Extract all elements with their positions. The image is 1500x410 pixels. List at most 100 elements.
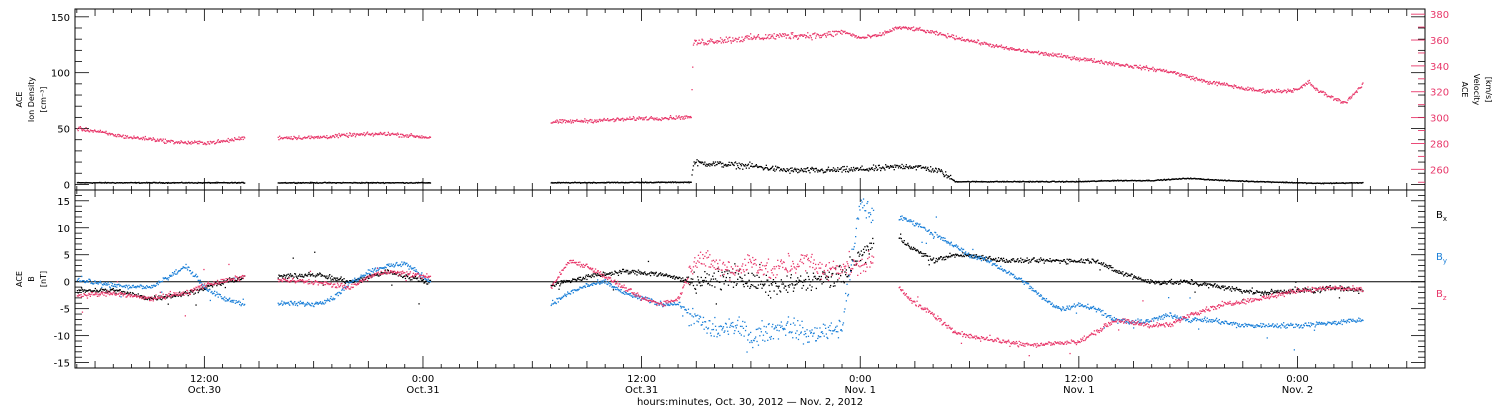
- data-point: [1276, 90, 1278, 92]
- data-point: [106, 182, 109, 184]
- data-point: [404, 135, 406, 137]
- data-point: [1218, 81, 1220, 83]
- data-point: [210, 182, 212, 184]
- data-point: [1168, 72, 1170, 74]
- data-point: [414, 277, 416, 279]
- data-point: [616, 272, 618, 274]
- data-point: [1172, 283, 1174, 285]
- data-point: [341, 279, 344, 281]
- data-point: [762, 283, 764, 285]
- data-point: [656, 117, 658, 119]
- data-point: [152, 137, 154, 139]
- data-point: [1300, 85, 1303, 87]
- data-point: [1173, 71, 1175, 73]
- data-point: [1047, 260, 1050, 262]
- data-point: [789, 172, 791, 174]
- data-point: [1038, 180, 1040, 183]
- data-point: [417, 181, 419, 184]
- data-point: [912, 167, 914, 169]
- data-point: [1084, 181, 1086, 183]
- data-point: [771, 284, 773, 286]
- data-point: [672, 181, 674, 183]
- data-point: [127, 292, 129, 294]
- data-point: [1159, 68, 1161, 70]
- data-point: [853, 264, 855, 266]
- data-point: [221, 182, 224, 184]
- data-point: [626, 117, 628, 119]
- data-point: [839, 31, 841, 33]
- data-point: [654, 272, 656, 274]
- data-point: [849, 32, 851, 35]
- data-point: [567, 280, 569, 283]
- data-point: [622, 268, 624, 271]
- data-point: [197, 291, 199, 294]
- data-point: [844, 30, 846, 32]
- data-point: [1091, 180, 1093, 182]
- data-point: [1178, 72, 1180, 74]
- data-point: [1103, 180, 1105, 182]
- data-point: [822, 172, 825, 174]
- data-point: [1025, 260, 1027, 262]
- data-point: [155, 140, 157, 142]
- data-point: [678, 115, 680, 117]
- data-point: [394, 273, 396, 275]
- data-point: [832, 167, 835, 169]
- data-point: [614, 271, 617, 273]
- data-point: [1143, 180, 1145, 182]
- data-point: [1084, 262, 1086, 264]
- data-point: [585, 274, 587, 276]
- data-point: [667, 118, 670, 121]
- data-point: [156, 299, 158, 301]
- data-point: [99, 289, 101, 291]
- data-point: [101, 182, 104, 184]
- data-point: [950, 36, 952, 38]
- data-point: [816, 169, 818, 171]
- data-point: [1086, 259, 1088, 261]
- data-point: [1002, 46, 1005, 48]
- data-point: [193, 293, 195, 295]
- data-point: [304, 273, 307, 275]
- data-point: [674, 118, 677, 120]
- data-point: [1027, 262, 1030, 264]
- data-point: [1173, 178, 1175, 180]
- data-point: [971, 257, 973, 259]
- data-point: [805, 289, 807, 291]
- data-point: [694, 162, 697, 164]
- data-point: [146, 138, 149, 141]
- data-point: [1160, 283, 1162, 285]
- data-point: [1027, 180, 1030, 183]
- data-point: [412, 182, 414, 184]
- data-point: [99, 181, 101, 184]
- data-point: [164, 296, 166, 298]
- data-point: [765, 164, 767, 166]
- data-point: [584, 121, 587, 123]
- data-point: [382, 272, 384, 274]
- data-point: [825, 277, 827, 279]
- data-point: [1120, 65, 1122, 67]
- data-point: [381, 133, 384, 136]
- data-point: [764, 37, 766, 39]
- data-point: [995, 257, 997, 260]
- data-point: [785, 37, 787, 39]
- data-point: [129, 182, 131, 184]
- data-point: [1300, 182, 1302, 184]
- data-point: [709, 38, 712, 40]
- data-point: [968, 253, 970, 256]
- data-point: [356, 182, 359, 184]
- data-point: [635, 119, 637, 121]
- data-point: [689, 282, 692, 284]
- data-point: [1067, 55, 1069, 57]
- data-point: [79, 182, 81, 184]
- data-point: [704, 43, 707, 45]
- data-point: [652, 182, 655, 184]
- data-point: [139, 138, 141, 140]
- data-point: [826, 278, 828, 280]
- data-point: [1189, 178, 1191, 180]
- data-point: [1051, 260, 1053, 262]
- data-point: [1190, 283, 1192, 285]
- data-point: [171, 140, 173, 142]
- data-point: [1002, 260, 1004, 262]
- data-point: [103, 289, 105, 291]
- data-point: [1349, 182, 1351, 184]
- data-point: [167, 303, 169, 305]
